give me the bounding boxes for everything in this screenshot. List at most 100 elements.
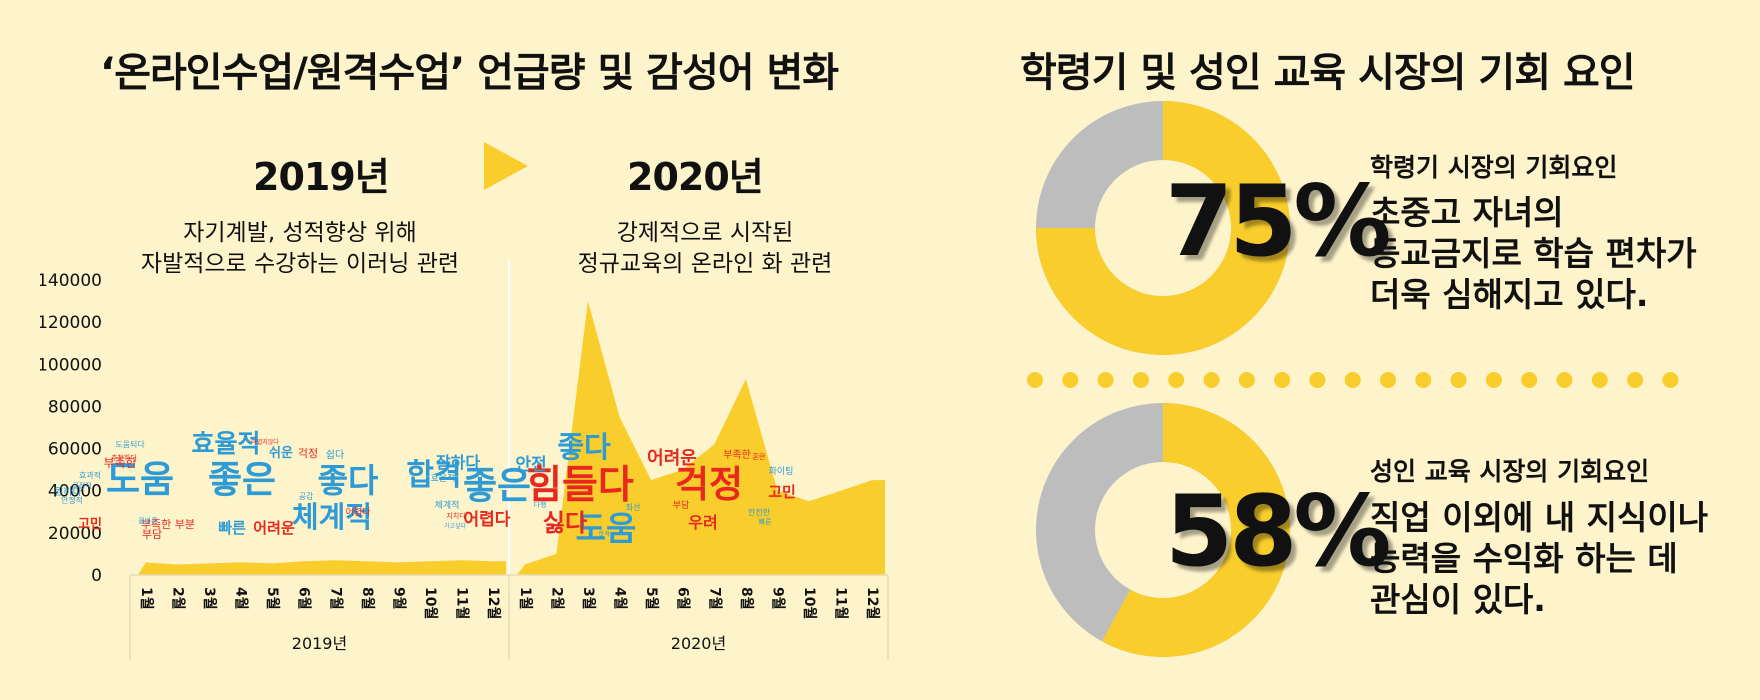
sub-2019-line1: 자기계발, 성적향상 위해	[183, 220, 417, 246]
word-cloud-word: 부족한 부분	[141, 518, 195, 531]
donut-value-segment	[1101, 403, 1290, 657]
arrow-right-icon	[484, 142, 528, 190]
sub-2020-line2: 정규교육의 온라인 화 관련	[577, 251, 833, 277]
word-cloud-word: 원하다	[54, 485, 82, 498]
word-cloud-word: 최선	[626, 502, 641, 512]
word-cloud-word: 빠른	[218, 519, 246, 537]
x-tick-label: 7월	[327, 587, 344, 610]
divider-dot	[1556, 372, 1573, 388]
card2-label: 성인 교육 시장의 기회요인	[1370, 457, 1650, 486]
card1-desc-line2: 등교금지로 학습 편차가	[1370, 234, 1697, 273]
year-2020-label: 2020년	[627, 155, 764, 199]
word-cloud-word: 부담	[673, 499, 690, 511]
word-cloud-word: 효율적	[431, 472, 456, 484]
word-cloud-word: 걱정	[675, 463, 743, 506]
x-tick-label: 1월	[517, 587, 534, 610]
donut-chart-58	[1036, 403, 1290, 657]
x-tick-label: 3월	[201, 587, 218, 610]
x-tick-label: 2월	[169, 587, 186, 610]
word-cloud-word: 다행	[534, 500, 547, 509]
word-cloud-word: 효율적	[191, 429, 260, 458]
x-tick-label: 9월	[769, 587, 786, 610]
word-cloud-word: 걱정	[298, 447, 318, 460]
word-cloud-word: 어렵다	[464, 510, 511, 530]
word-cloud-word: 올바른	[138, 516, 158, 525]
x-tick-label: 11월	[454, 587, 471, 619]
x-tick-label: 10월	[801, 587, 818, 619]
x-group-label: 2019년	[292, 634, 347, 653]
left-title: ‘온라인수업/원격수업’ 언급량 및 감성어 변화	[100, 50, 839, 96]
divider-dot	[1662, 372, 1679, 388]
divider-dot	[1132, 372, 1149, 388]
word-cloud-word: 도움	[106, 458, 174, 501]
divider-dot	[1238, 372, 1255, 388]
word-cloud-word: 안전	[515, 455, 546, 475]
card2-desc-line3: 관심이 있다.	[1370, 580, 1546, 619]
card1-desc-line1: 초중고 자녀의	[1370, 193, 1564, 232]
word-cloud-word: 부족한	[723, 449, 751, 461]
word-cloud-word: 부담	[142, 528, 162, 541]
card2-desc-line1: 직업 이외에 내 지식이나	[1370, 498, 1709, 537]
y-tick-label: 120000	[40, 313, 102, 333]
sub-2020-line1: 강제적으로 시작된	[616, 220, 794, 246]
divider-dot	[1309, 372, 1326, 388]
donut-hole	[1095, 462, 1231, 598]
x-tick-label: 12월	[485, 587, 502, 619]
x-tick-label: 7월	[706, 587, 723, 610]
x-tick-label: 6월	[675, 587, 692, 610]
word-cloud-word: 좋다	[557, 430, 611, 464]
word-cloud-word: 어려운	[647, 448, 697, 469]
word-cloud-word: 빠른	[759, 517, 772, 526]
divider-dot	[1062, 372, 1079, 388]
word-cloud-word: 어렵다	[346, 507, 372, 518]
y-tick-label: 0	[91, 566, 102, 586]
x-tick-label: 8월	[359, 587, 376, 610]
word-cloud-word: 가고싶다	[444, 522, 467, 530]
word-cloud-word: 안정적	[61, 495, 83, 505]
word-cloud-word: 좋은	[208, 458, 276, 501]
x-tick-label: 10월	[422, 587, 439, 619]
area-series-1	[138, 560, 506, 575]
card1-desc-line3: 더욱 심해지고 있다.	[1370, 275, 1649, 314]
y-tick-label: 20000	[48, 524, 102, 544]
word-cloud-word: 싫다	[543, 509, 587, 537]
x-tick-label: 5월	[264, 587, 281, 610]
divider-dot	[1168, 372, 1185, 388]
word-cloud-word: 잘하다	[436, 453, 480, 472]
word-cloud-word: 힘들다	[526, 463, 634, 508]
x-tick-label: 5월	[643, 587, 660, 610]
word-cloud-word: 합격	[598, 530, 609, 538]
word-cloud-word: 고민	[78, 516, 102, 532]
donut-value-segment	[1036, 101, 1290, 355]
dotted-divider	[1027, 372, 1679, 388]
word-cloud-word: 화이팅	[769, 466, 794, 477]
divider-dot	[1097, 372, 1114, 388]
divider-dot	[1450, 372, 1467, 388]
x-tick-label: 9월	[390, 587, 407, 610]
sub-2019-line2: 자발적으로 수강하는 이러닝 관련	[140, 251, 460, 277]
divider-dot	[1027, 372, 1043, 388]
word-cloud-word: 쉬운	[269, 446, 293, 461]
percent-58: 58%	[1165, 475, 1392, 589]
card2-desc: 직업 이외에 내 지식이나 능력을 수익화 하는 데 관심이 있다.	[1370, 497, 1708, 620]
divider-dot	[1485, 372, 1502, 388]
y-tick-label: 140000	[40, 271, 102, 291]
divider-dot	[1521, 372, 1538, 388]
y-tick-label: 40000	[48, 482, 102, 502]
x-tick-label: 4월	[233, 587, 250, 610]
divider-dot	[1274, 372, 1291, 388]
divider-dot	[1415, 372, 1432, 388]
divider-dot	[1627, 372, 1644, 388]
mention-area-chart: 140000 120000 100000 80000 60000 40000 20000 0 1…	[40, 260, 889, 660]
divider-dot	[1591, 372, 1608, 388]
sub-2019: 자기계발, 성적향상 위해 자발적으로 수강하는 이러닝 관련	[130, 218, 470, 280]
donut-chart-75	[1036, 101, 1290, 355]
word-cloud-word: 고민	[768, 483, 796, 501]
x-tick-label: 1월	[138, 587, 155, 610]
divider-dot	[1344, 372, 1361, 388]
word-cloud-word: 공감	[299, 491, 314, 501]
right-title: 학령기 및 성인 교육 시장의 기회 요인	[1020, 50, 1636, 96]
x-tick-label: 4월	[612, 587, 629, 610]
x-tick-label: 6월	[296, 587, 313, 610]
word-cloud-word: 체계적	[292, 500, 372, 534]
